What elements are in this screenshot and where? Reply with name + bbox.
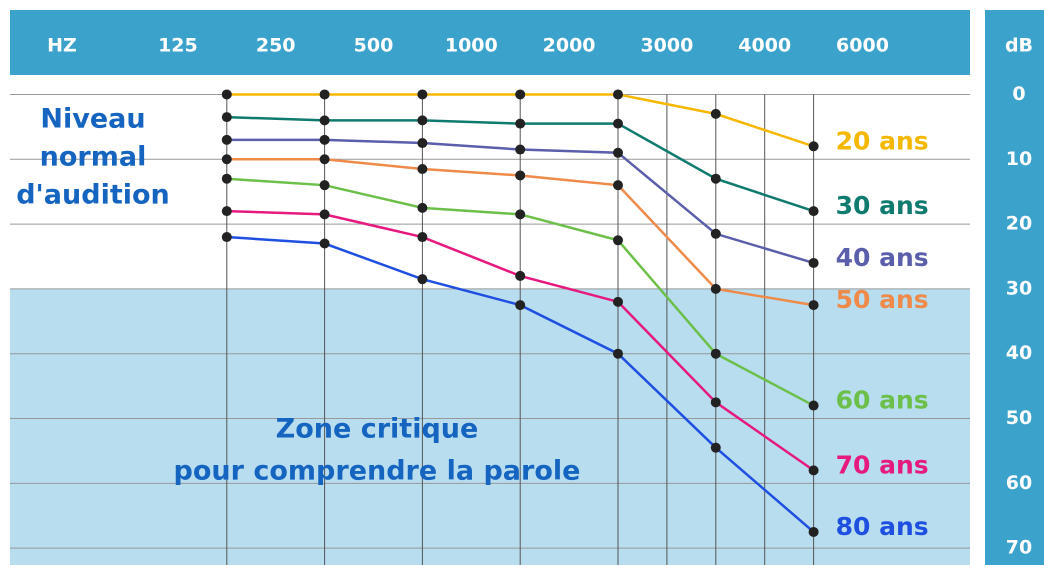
data-point <box>710 228 721 239</box>
data-point <box>710 397 721 408</box>
data-point <box>515 144 526 155</box>
axis-bar <box>985 10 1044 565</box>
data-point <box>319 154 330 165</box>
data-point <box>319 238 330 249</box>
data-point <box>221 134 232 145</box>
data-point <box>808 400 819 411</box>
x-tick-label: 250 <box>256 35 296 57</box>
data-point <box>613 235 623 246</box>
y-tick-label: 20 <box>1006 213 1032 235</box>
data-point <box>613 180 623 191</box>
data-point <box>515 89 526 100</box>
data-point <box>319 134 330 145</box>
annotation: Niveau <box>40 104 145 135</box>
data-point <box>417 274 428 285</box>
critical-zone <box>10 288 970 565</box>
annotation: normal <box>40 142 147 173</box>
data-point <box>808 206 819 217</box>
data-point <box>221 206 232 217</box>
annotation: Zone critique <box>276 414 479 445</box>
data-point <box>710 283 721 294</box>
x-tick-label: 500 <box>354 35 394 57</box>
x-tick-label: 6000 <box>836 35 889 57</box>
data-point <box>417 89 428 100</box>
data-point <box>808 526 819 537</box>
data-point <box>808 300 819 311</box>
data-point <box>515 170 526 181</box>
x-tick-label: 3000 <box>640 35 693 57</box>
data-point <box>221 232 232 243</box>
legend-label: 60 ans <box>836 386 929 415</box>
data-point <box>221 154 232 165</box>
data-point <box>319 209 330 220</box>
data-point <box>417 115 428 126</box>
x-tick-label: 125 <box>158 35 198 57</box>
y-tick-label: 10 <box>1006 148 1032 170</box>
data-point <box>221 89 232 100</box>
y-tick-label: 0 <box>1012 83 1025 105</box>
y-tick-label: 40 <box>1006 342 1032 364</box>
y-tick-label: 70 <box>1006 537 1032 559</box>
data-point <box>515 118 526 129</box>
annotation: d'audition <box>16 180 170 211</box>
y-axis-label: dB <box>1005 35 1033 57</box>
x-tick-label: 4000 <box>738 35 791 57</box>
data-point <box>515 270 526 281</box>
data-point <box>710 442 721 453</box>
legend-label: 20 ans <box>836 126 929 155</box>
y-tick-label: 50 <box>1006 407 1032 429</box>
legend-label: 50 ans <box>836 285 929 314</box>
data-point <box>613 348 623 359</box>
data-point <box>417 138 428 149</box>
data-point <box>808 465 819 476</box>
data-point <box>515 300 526 311</box>
legend-label: 40 ans <box>836 243 929 272</box>
data-point <box>221 173 232 184</box>
legend-label: 70 ans <box>836 450 929 479</box>
data-point <box>808 257 819 268</box>
x-tick-label: 1000 <box>445 35 498 57</box>
header-bar <box>10 10 970 75</box>
data-point <box>417 163 428 174</box>
data-point <box>319 180 330 191</box>
y-tick-label: 30 <box>1006 277 1032 299</box>
annotation: pour comprendre la parole <box>174 456 581 487</box>
data-point <box>319 89 330 100</box>
data-point <box>319 115 330 126</box>
data-point <box>710 108 721 119</box>
data-point <box>613 296 623 307</box>
legend-label: 80 ans <box>836 512 929 541</box>
data-point <box>221 112 232 123</box>
data-point <box>808 141 819 152</box>
data-point <box>710 173 721 184</box>
x-axis-label: HZ <box>47 35 77 57</box>
x-tick-label: 2000 <box>543 35 596 57</box>
data-point <box>613 147 623 158</box>
data-point <box>613 118 623 129</box>
data-point <box>417 232 428 243</box>
data-point <box>417 202 428 213</box>
legend-label: 30 ans <box>836 191 929 220</box>
data-point <box>515 209 526 220</box>
data-point <box>613 89 623 100</box>
y-tick-label: 60 <box>1006 472 1032 494</box>
data-point <box>710 348 721 359</box>
